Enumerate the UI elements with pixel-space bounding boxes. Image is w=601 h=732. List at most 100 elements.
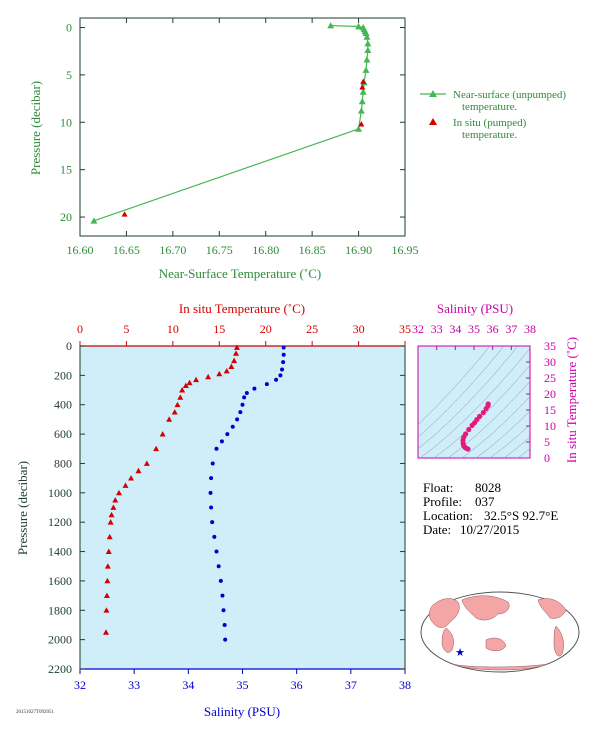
- ts-point: [466, 426, 472, 433]
- ts-salinity-tick-label: 38: [524, 322, 536, 336]
- near-surface-y-tick-label: 15: [60, 163, 72, 177]
- profile-temperature-tick-label: 35: [399, 322, 411, 336]
- profile-temperature-point: [128, 475, 135, 481]
- profile-temperature-point: [216, 370, 223, 377]
- near-surface-x-axis-label: Near-Surface Temperature (˚C): [159, 266, 321, 281]
- profile-salinity-point: [252, 386, 257, 391]
- profile-salinity-point: [218, 578, 223, 583]
- profile-pressure-tick-label: 1200: [48, 515, 72, 529]
- profile-salinity-tick-label: 38: [399, 678, 411, 692]
- profile-chart: 0 5 10 15 20 25 30 35 32 33 34 35 36 37 38 0 200 400 600…: [15, 301, 411, 719]
- float-label: Float:: [423, 480, 453, 495]
- near-surface-unpumped-point: [357, 107, 365, 114]
- near-surface-x-tick-label: 16.95: [392, 243, 419, 257]
- ts-temperature-tick-label: 0: [544, 451, 550, 465]
- profile-salinity-point: [278, 373, 283, 378]
- profile-pressure-tick-label: 1600: [48, 574, 72, 588]
- profile-salinity-point: [281, 352, 286, 357]
- near-surface-y-axis-label: Pressure (decibar): [28, 81, 43, 175]
- float-location-star-icon: ★: [455, 647, 465, 659]
- profile-pressure-tick-label: 2000: [48, 633, 72, 647]
- profile-temperature-point: [228, 363, 235, 369]
- ts-point: [463, 431, 469, 437]
- profile-temperature-point: [186, 379, 193, 386]
- profile-temperature-tick-label: 30: [353, 322, 365, 336]
- float-info: Float: 8028 Profile: 037 Location: 32.5°…: [423, 480, 558, 537]
- profile-salinity-tick-label: 32: [74, 678, 86, 692]
- profile-temperature-point: [179, 387, 186, 393]
- profile-temperature-point: [159, 431, 166, 437]
- near-surface-unpumped-point: [362, 66, 370, 73]
- ts-temperature-ticks: 0 5 10 15 20 25 30 35: [526, 339, 556, 465]
- profile-salinity-point: [238, 410, 243, 415]
- location-label: Location:: [423, 508, 473, 523]
- date-label: Date:: [423, 522, 451, 537]
- profile-pressure-tick-label: 800: [54, 456, 72, 470]
- profile-pressure-tick-label: 1400: [48, 545, 72, 559]
- near-surface-y-tick-label: 20: [60, 210, 72, 224]
- profile-salinity-point: [274, 377, 279, 382]
- near-surface-unpumped-point: [355, 125, 363, 132]
- near-surface-unpumped-point: [327, 22, 335, 29]
- profile-salinity-point: [209, 505, 214, 510]
- profile-salinity-ticks: 32 33 34 35 36 37 38: [74, 669, 411, 692]
- profile-temperature-tick-label: 10: [167, 322, 179, 336]
- profile-temperature-tick-label: 5: [123, 322, 129, 336]
- near-surface-data: [90, 22, 372, 224]
- ts-chart: 32 33 34 35 36 37 38 0 5 10 15 20 25 30 35 Salinity (…: [412, 301, 579, 465]
- near-surface-y-tick-label: 5: [66, 68, 72, 82]
- profile-temperature-axis-label: In situ Temperature (˚C): [179, 301, 305, 316]
- profile-temperature-point: [108, 511, 115, 518]
- near-surface-pumped-point: [358, 121, 365, 127]
- ts-data: [460, 401, 491, 452]
- ts-point: [480, 409, 486, 416]
- near-surface-unpumped-point: [355, 23, 363, 30]
- profile-temperature-tick-label: 20: [260, 322, 272, 336]
- near-surface-x-tick-label: 16.85: [299, 243, 326, 257]
- location-value: 32.5°S 92.7°E: [484, 508, 558, 523]
- ts-temperature-tick-label: 10: [544, 419, 556, 433]
- profile-salinity-point: [219, 439, 224, 444]
- profile-temperature-point: [205, 373, 212, 380]
- profile-temperature-point: [174, 401, 181, 408]
- profile-salinity-point: [280, 367, 285, 372]
- profile-salinity-point: [225, 432, 230, 437]
- legend-label-unpumped-2: temperature.: [462, 101, 518, 113]
- ts-salinity-tick-label: 36: [487, 322, 499, 336]
- ts-density-contour: [461, 396, 530, 458]
- profile-salinity-point: [212, 534, 217, 539]
- ts-density-contour: [418, 346, 505, 438]
- profile-temperature-point: [182, 382, 189, 389]
- ts-point: [485, 401, 491, 407]
- legend-marker-pumped: [429, 118, 437, 125]
- profile-temperature-point: [193, 376, 200, 383]
- profile-temperature-point: [143, 460, 150, 466]
- profile-temperature-tick-label: 25: [306, 322, 318, 336]
- profile-salinity-point: [281, 345, 286, 350]
- legend-label-pumped-2: temperature.: [462, 129, 518, 141]
- profile-salinity-point: [223, 637, 228, 642]
- world-map: ★: [420, 591, 580, 673]
- ts-density-contour: [475, 410, 530, 458]
- ts-salinity-tick-label: 32: [412, 322, 424, 336]
- profile-temperature-point: [231, 357, 238, 364]
- profile-temperature-ticks: 0 5 10 15 20 25 30 35: [77, 322, 411, 346]
- near-surface-x-tick-label: 16.60: [67, 243, 94, 257]
- legend-marker-unpumped: [429, 90, 437, 97]
- profile-salinity-point: [230, 424, 235, 429]
- near-surface-unpumped-point: [363, 56, 371, 63]
- ts-temperature-tick-label: 25: [544, 371, 556, 385]
- profile-temperature-point: [105, 548, 112, 554]
- near-surface-plot-frame: [79, 17, 406, 237]
- near-surface-unpumped-point: [363, 33, 371, 40]
- near-surface-legend: Near-surface (unpumped) temperature. In …: [420, 89, 566, 141]
- profile-salinity-point: [264, 382, 269, 387]
- near-surface-x-ticks: 16.60 16.65 16.70 16.75 16.80 16.85 16.90 16.95: [67, 18, 419, 257]
- profile-salinity-tick-label: 37: [345, 678, 357, 692]
- near-surface-x-tick-label: 16.90: [345, 243, 372, 257]
- profile-temperature-point: [171, 409, 178, 415]
- profile-salinity-point: [208, 490, 213, 495]
- ts-density-contour: [418, 346, 519, 450]
- profile-pressure-tick-label: 1000: [48, 486, 72, 500]
- profile-temperature-point: [103, 607, 110, 613]
